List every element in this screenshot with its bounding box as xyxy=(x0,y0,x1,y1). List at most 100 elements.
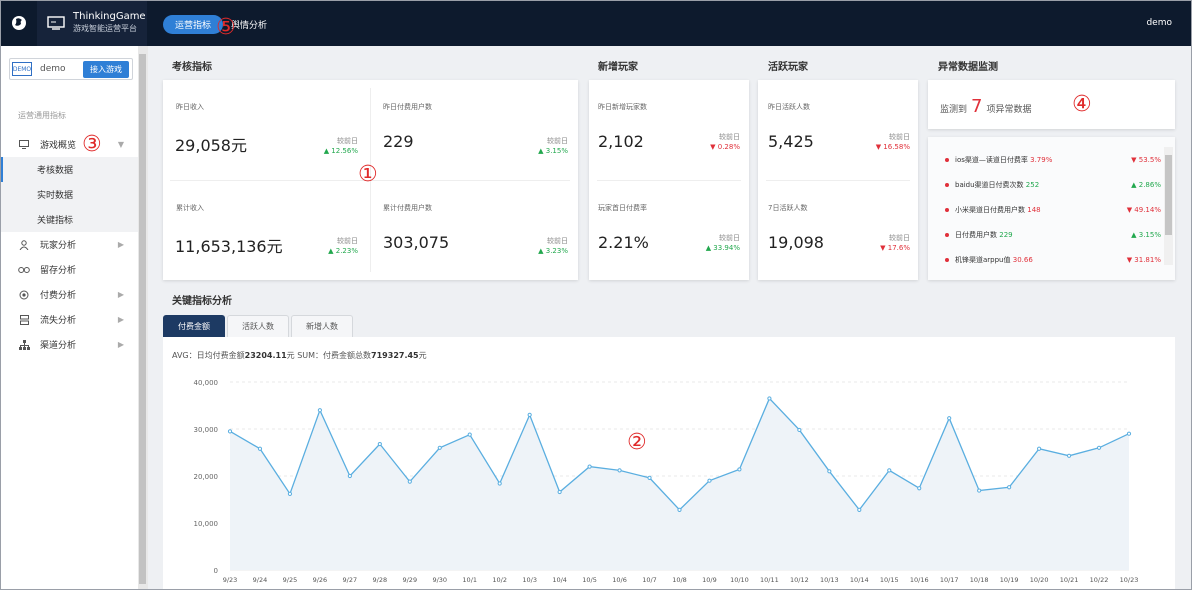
data-point[interactable] xyxy=(647,475,652,480)
anomaly-text: 日付费用户数 xyxy=(955,230,997,239)
avg-prefix: AVG：日均付费金额 xyxy=(172,351,245,360)
anomaly-text: 机锋渠道arppu值 xyxy=(955,255,1011,264)
x-tick-label: 9/26 xyxy=(313,576,328,584)
nav-operation-metrics[interactable]: 运营指标 xyxy=(163,15,224,34)
x-tick-label: 10/23 xyxy=(1120,576,1139,584)
sidebar-item-label: 流失分析 xyxy=(40,316,77,326)
sidebar-item-label: 付费分析 xyxy=(40,291,77,301)
sidebar-item-churn-analysis[interactable]: 流失分析 ▶ xyxy=(0,307,138,332)
x-tick-label: 10/17 xyxy=(940,576,959,584)
metric-compare: 较前日 ▲ 12.56% xyxy=(300,136,358,156)
chevron-right-icon: ▶ xyxy=(117,290,124,299)
data-point[interactable] xyxy=(1007,485,1012,490)
data-point[interactable] xyxy=(1126,431,1132,436)
data-point[interactable] xyxy=(827,469,832,474)
x-tick-label: 10/2 xyxy=(492,576,507,584)
anomaly-item[interactable]: 小米渠道日付费用户数 148 ▼ 49.14% xyxy=(941,197,1163,222)
data-point[interactable] xyxy=(767,396,772,401)
anomaly-item[interactable]: 机锋渠道arppu值 30.66 ▼ 31.81% xyxy=(941,247,1163,272)
scrollbar-thumb[interactable] xyxy=(1165,155,1172,235)
anomaly-summary: 监测到 7 项异常数据 xyxy=(940,96,1031,117)
data-point[interactable] xyxy=(917,486,922,491)
data-point[interactable] xyxy=(1066,453,1072,458)
join-game-button[interactable]: 接入游戏 xyxy=(83,60,129,78)
data-point[interactable] xyxy=(497,481,502,486)
metric-compare: 较前日 ▲ 3.23% xyxy=(510,236,568,256)
x-tick-label: 9/24 xyxy=(253,576,268,584)
data-point[interactable] xyxy=(557,489,562,495)
sidebar-item-player-analysis[interactable]: 玩家分析 ▶ xyxy=(0,232,138,257)
change-value: ▼ 16.58% xyxy=(875,143,910,151)
sidebar-item-label: 渠道分析 xyxy=(40,341,77,351)
sum-suffix: 元 xyxy=(418,351,427,360)
sidebar-item-game-overview[interactable]: 游戏概览 ▼ xyxy=(0,132,138,157)
game-selector[interactable]: DEMO demo 接入游戏 xyxy=(9,58,133,80)
y-tick-label: 30,000 xyxy=(194,426,219,434)
x-tick-label: 10/5 xyxy=(582,576,597,584)
data-point[interactable] xyxy=(1096,445,1102,450)
x-tick-label: 10/8 xyxy=(672,576,687,584)
change-value: ▲ 3.23% xyxy=(538,247,568,255)
status-dot xyxy=(945,232,949,237)
data-point[interactable] xyxy=(287,491,293,496)
data-point[interactable] xyxy=(857,507,862,512)
data-point[interactable] xyxy=(737,467,742,472)
user-menu[interactable]: demo xyxy=(1146,18,1172,28)
compare-label: 较前日 xyxy=(547,137,568,145)
x-tick-label: 10/15 xyxy=(880,576,899,584)
scrollbar-thumb[interactable] xyxy=(139,54,146,584)
x-tick-label: 10/13 xyxy=(820,576,839,584)
data-point[interactable] xyxy=(707,478,712,483)
metric-label: 累计付费用户数 xyxy=(383,204,432,212)
data-point[interactable] xyxy=(617,468,622,473)
x-tick-label: 10/18 xyxy=(970,576,989,584)
funnel-icon xyxy=(18,314,30,325)
metric-label: 昨日收入 xyxy=(176,103,204,111)
user-icon xyxy=(18,239,30,250)
annotation-marker-3: ③ xyxy=(82,132,102,157)
data-point[interactable] xyxy=(437,445,442,450)
anomaly-item[interactable]: ios渠道—读道日付费率 3.79% ▼ 53.5% xyxy=(941,147,1163,172)
data-point[interactable] xyxy=(527,412,532,418)
data-point[interactable] xyxy=(257,446,263,451)
tab-active-users[interactable]: 活跃人数 xyxy=(227,315,289,337)
data-point[interactable] xyxy=(947,416,952,421)
anomaly-value: 229 xyxy=(999,230,1013,239)
data-point[interactable] xyxy=(977,488,982,493)
data-point[interactable] xyxy=(377,441,382,447)
sidebar-item-realtime-data[interactable]: 实时数据 xyxy=(0,182,138,207)
sidebar-item-channel-analysis[interactable]: 渠道分析 ▶ xyxy=(0,332,138,357)
section-title-anomaly: 异常数据监测 xyxy=(938,62,998,73)
sum-prefix: 元 SUM：付费金额总数 xyxy=(286,351,372,360)
anomaly-change: ▼ 53.5% xyxy=(1131,155,1161,164)
metric-compare: 较前日 ▼ 16.58% xyxy=(852,132,910,152)
anomaly-item[interactable]: 日付费用户数 229 ▲ 3.15% xyxy=(941,222,1163,247)
data-point[interactable] xyxy=(1037,446,1042,451)
anomaly-scrollbar[interactable] xyxy=(1164,147,1173,265)
data-point[interactable] xyxy=(317,408,322,413)
sidebar-item-assessment-data[interactable]: 考核数据 xyxy=(0,157,138,182)
data-point[interactable] xyxy=(677,507,682,512)
data-point[interactable] xyxy=(347,473,352,479)
metric-value: 229 xyxy=(383,132,414,151)
x-tick-label: 9/25 xyxy=(283,576,298,584)
tab-payment-amount[interactable]: 付费金额 xyxy=(163,315,225,337)
sidebar-scrollbar[interactable] xyxy=(138,46,148,590)
data-point[interactable] xyxy=(407,479,412,484)
metric-label: 昨日付费用户数 xyxy=(383,103,432,111)
data-point[interactable] xyxy=(587,464,592,469)
metric-label: 玩家首日付费率 xyxy=(598,204,647,212)
anomaly-item[interactable]: baidu渠道日付费次数 252 ▲ 2.86% xyxy=(941,172,1163,197)
data-point[interactable] xyxy=(467,432,472,437)
logo[interactable] xyxy=(0,0,37,46)
data-point[interactable] xyxy=(227,429,233,434)
data-point[interactable] xyxy=(887,468,892,473)
sidebar-item-payment-analysis[interactable]: 付费分析 ▶ xyxy=(0,282,138,307)
x-tick-label: 10/10 xyxy=(730,576,749,584)
tab-new-users[interactable]: 新增人数 xyxy=(291,315,353,337)
sidebar-item-key-metrics[interactable]: 关键指标 xyxy=(0,207,138,232)
top-navigation-bar: ThinkingGame 游戏智能运营平台 运营指标 舆情分析 demo xyxy=(0,0,1192,46)
nav-sentiment-analysis[interactable]: 舆情分析 xyxy=(231,21,268,31)
data-point[interactable] xyxy=(797,427,802,433)
sidebar-item-retention-analysis[interactable]: 留存分析 xyxy=(0,257,138,282)
